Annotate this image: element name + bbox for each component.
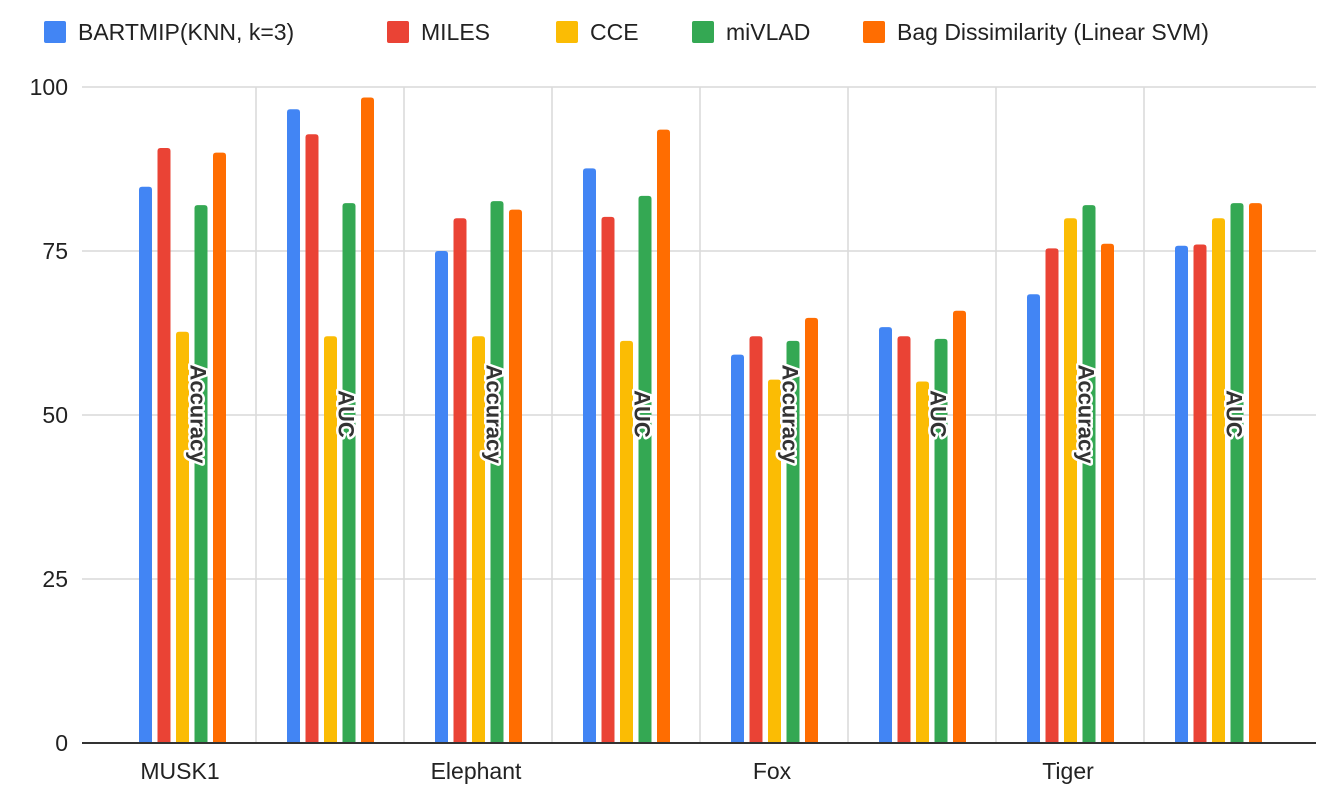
legend-swatch [556, 21, 578, 43]
metric-labels: Accuracy AUC Accuracy AUC Accuracy AUC Accurac… [183, 362, 1249, 467]
bar[interactable] [213, 152, 226, 744]
x-axis-category-labels: MUSK1 Elephant Fox Tiger [140, 758, 1094, 784]
bar[interactable] [1175, 245, 1188, 743]
legend-swatch [387, 21, 409, 43]
bar[interactable] [176, 331, 189, 743]
bar[interactable] [805, 317, 818, 743]
bar[interactable] [657, 129, 670, 743]
y-axis-ticks: 0 25 50 75 100 [30, 74, 68, 756]
bar[interactable] [435, 251, 448, 743]
legend-item[interactable]: CCE [556, 19, 639, 45]
bar[interactable] [472, 336, 485, 743]
legend-label: Bag Dissimilarity (Linear SVM) [897, 19, 1209, 45]
bar[interactable] [1101, 243, 1114, 743]
bar[interactable] [583, 168, 596, 743]
bar[interactable] [1082, 205, 1096, 743]
legend-label: MILES [421, 19, 490, 45]
x-category-label: Elephant [431, 758, 522, 784]
bar[interactable] [879, 327, 892, 743]
metric-label: Accuracy [778, 364, 803, 464]
bar[interactable] [916, 381, 929, 743]
metric-label: Accuracy [1074, 364, 1099, 464]
y-tick-label: 50 [42, 402, 68, 428]
bars [139, 97, 1262, 744]
bar[interactable] [786, 340, 800, 743]
legend-item[interactable]: Bag Dissimilarity (Linear SVM) [863, 19, 1209, 45]
legend-label: BARTMIP(KNN, k=3) [78, 19, 294, 45]
y-tick-label: 25 [42, 566, 68, 592]
x-category-label: Fox [753, 758, 792, 784]
bar[interactable] [1193, 244, 1207, 743]
legend-item[interactable]: MILES [387, 19, 490, 45]
bar[interactable] [1212, 218, 1225, 743]
bar[interactable] [934, 338, 948, 743]
legend-item[interactable]: BARTMIP(KNN, k=3) [44, 19, 294, 45]
bar[interactable] [157, 148, 171, 743]
bar[interactable] [342, 203, 356, 743]
bar[interactable] [953, 310, 966, 743]
y-tick-label: 0 [55, 730, 68, 756]
metric-label: AUC [1222, 390, 1247, 438]
bar[interactable] [731, 354, 744, 743]
y-tick-label: 100 [30, 74, 68, 100]
legend-item[interactable]: miVLAD [692, 19, 810, 45]
y-tick-label: 75 [42, 238, 68, 264]
bar[interactable] [287, 109, 300, 743]
bar[interactable] [324, 336, 337, 743]
bar[interactable] [194, 205, 208, 743]
bar[interactable] [638, 195, 652, 743]
bar[interactable] [1064, 218, 1077, 743]
legend-label: CCE [590, 19, 639, 45]
x-category-label: Tiger [1042, 758, 1094, 784]
bar[interactable] [749, 336, 763, 743]
x-category-label: MUSK1 [140, 758, 219, 784]
bar[interactable] [139, 186, 152, 743]
bar[interactable] [305, 134, 319, 743]
bar[interactable] [768, 379, 781, 743]
legend: BARTMIP(KNN, k=3) MILES CCE miVLAD Bag Dissi… [44, 19, 1209, 45]
bar[interactable] [490, 201, 504, 744]
bar[interactable] [1230, 203, 1244, 743]
bar[interactable] [1249, 203, 1262, 743]
legend-swatch [863, 21, 885, 43]
metric-label: AUC [334, 390, 359, 438]
bar[interactable] [453, 218, 467, 743]
gridlines [82, 86, 1316, 743]
bar[interactable] [1045, 248, 1059, 743]
legend-swatch [692, 21, 714, 43]
legend-label: miVLAD [726, 19, 810, 45]
bar[interactable] [509, 209, 522, 743]
bar[interactable] [1027, 294, 1040, 743]
bar[interactable] [361, 97, 374, 744]
legend-swatch [44, 21, 66, 43]
bar[interactable] [897, 336, 911, 743]
metric-label: AUC [630, 390, 655, 438]
metric-label: Accuracy [482, 364, 507, 464]
metric-label: Accuracy [186, 364, 211, 464]
bar[interactable] [601, 216, 615, 743]
bar[interactable] [620, 340, 633, 743]
metric-label: AUC [926, 390, 951, 438]
